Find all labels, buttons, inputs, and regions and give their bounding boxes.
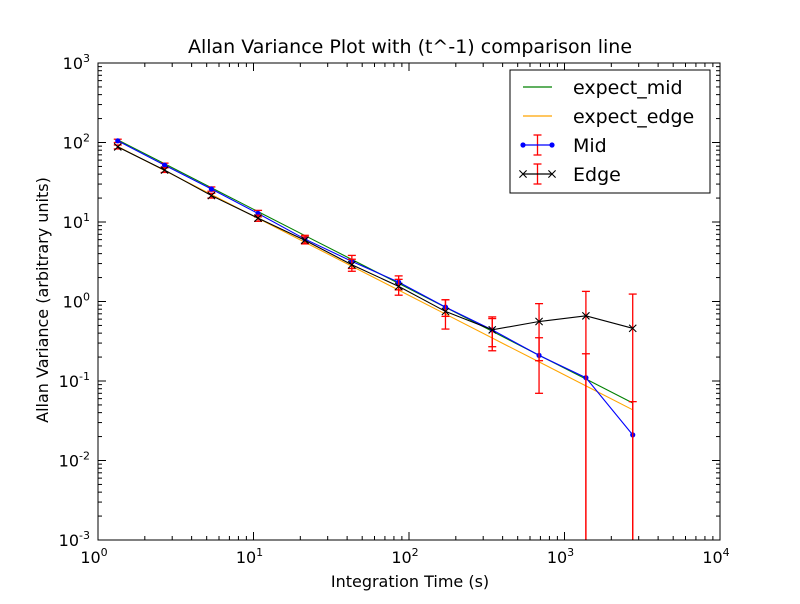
y-tick-exponent: -3 xyxy=(79,529,90,542)
legend-marker xyxy=(519,170,527,178)
legend-box xyxy=(509,69,711,194)
y-tick-exponent: 0 xyxy=(83,291,90,304)
series-line-Mid xyxy=(117,140,634,436)
legend-entry-Mid: Mid xyxy=(520,134,607,157)
legend-label: expect_edge xyxy=(573,106,694,128)
y-tick-base: 10 xyxy=(63,293,83,312)
y-tick-label: 10-2 xyxy=(59,450,90,471)
legend: expect_mid expect_edge Mid Edge xyxy=(509,69,711,194)
x-tick-label: 102 xyxy=(391,546,418,567)
data-point xyxy=(254,214,263,223)
x-tick-base: 10 xyxy=(702,548,722,567)
series-line-expect_edge xyxy=(117,146,633,411)
x-axis-label: Integration Time (s) xyxy=(331,572,489,591)
y-tick-exponent: 1 xyxy=(83,211,90,224)
x-tick-label: 103 xyxy=(547,546,574,567)
data-point xyxy=(115,138,121,144)
data-point xyxy=(300,236,309,245)
x-tick-exponent: 2 xyxy=(412,546,419,559)
series-Edge xyxy=(113,142,637,540)
legend-label: Mid xyxy=(573,135,607,157)
series-line-Edge xyxy=(117,146,633,331)
y-tick-label: 10-3 xyxy=(59,529,90,550)
series-Mid xyxy=(113,138,637,540)
legend-marker xyxy=(520,142,526,148)
data-point xyxy=(441,307,450,316)
x-tick-base: 10 xyxy=(80,548,100,567)
y-tick-base: 10 xyxy=(59,452,79,471)
y-tick-label: 10-1 xyxy=(59,370,90,391)
x-tick-base: 10 xyxy=(547,548,567,567)
data-point xyxy=(347,260,356,269)
data-point xyxy=(161,162,168,168)
legend-marker xyxy=(548,170,556,178)
legend-label: Edge xyxy=(573,164,621,186)
y-tick-exponent: -2 xyxy=(79,450,90,463)
data-point xyxy=(208,186,214,192)
x-tick-label: 104 xyxy=(702,546,729,567)
y-tick-exponent: 3 xyxy=(83,52,90,65)
legend-marker xyxy=(549,142,555,148)
x-tick-label: 100 xyxy=(80,546,107,567)
data-point xyxy=(113,142,122,151)
y-tick-label: 100 xyxy=(63,291,90,312)
legend-label: expect_mid xyxy=(573,77,683,99)
legend-entry-Edge: Edge xyxy=(519,163,621,186)
data-point xyxy=(535,317,544,326)
data-point xyxy=(581,311,590,320)
x-tick-exponent: 4 xyxy=(723,546,730,559)
x-tick-exponent: 3 xyxy=(567,546,574,559)
y-tick-base: 10 xyxy=(59,372,79,391)
x-tick-exponent: 1 xyxy=(256,546,263,559)
data-point xyxy=(488,325,497,334)
y-tick-base: 10 xyxy=(63,134,83,153)
data-point xyxy=(628,324,637,333)
y-tick-label: 101 xyxy=(63,211,90,232)
x-tick-label: 101 xyxy=(236,546,263,567)
y-tick-base: 10 xyxy=(63,213,83,232)
y-tick-exponent: -1 xyxy=(79,370,90,383)
chart-title: Allan Variance Plot with (t^-1) comparis… xyxy=(188,36,632,58)
legend-entry-expect_mid: expect_mid xyxy=(523,77,683,99)
y-tick-exponent: 2 xyxy=(83,132,90,145)
y-tick-label: 103 xyxy=(63,52,90,73)
data-point xyxy=(394,282,403,291)
x-tick-exponent: 0 xyxy=(101,546,108,559)
y-tick-base: 10 xyxy=(59,531,79,550)
y-tick-label: 102 xyxy=(63,132,90,153)
data-point xyxy=(207,191,216,200)
x-tick-base: 10 xyxy=(391,548,411,567)
legend-entry-expect_edge: expect_edge xyxy=(523,106,694,128)
y-tick-base: 10 xyxy=(63,54,83,73)
x-tick-base: 10 xyxy=(236,548,256,567)
data-point xyxy=(160,166,169,175)
plot-layer xyxy=(113,138,637,540)
series-expect_edge xyxy=(117,146,633,411)
y-axis-label: Allan Variance (arbitrary units) xyxy=(33,177,52,423)
